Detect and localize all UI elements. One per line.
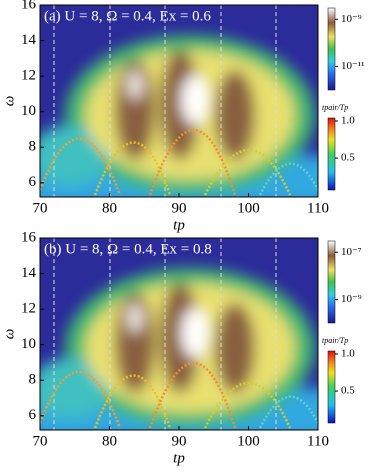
x-tick-label: 110 [307,433,329,449]
y-axis-label: ω [1,329,17,340]
x-tick-label: 90 [172,433,187,449]
y-tick-label: 16 [21,0,37,12]
y-axis-label: ω [1,96,17,107]
colorbar-tick-label: 1.0 [341,115,355,127]
colorbar [327,350,336,424]
x-tick-label: 80 [102,200,117,216]
y-tick-label: 10 [21,336,36,352]
y-tick-label: 8 [29,372,37,388]
colorbar [327,117,336,191]
y-tick-label: 8 [29,139,37,155]
x-tick-label: 80 [102,433,117,449]
colorbar-tick-label: 10⁻⁷ [341,246,362,258]
colorbar-label: tpair/Tp [322,103,348,112]
y-tick-label: 12 [21,68,36,84]
y-tick-label: 14 [21,32,37,48]
colorbar-tick-label: 1.0 [341,348,355,360]
y-tick-label: 6 [29,174,37,190]
colorbar-tick-label: 10⁻⁹ [341,13,362,25]
x-tick-label: 100 [237,433,260,449]
x-tick-label: 100 [237,200,260,216]
colorbar [327,240,336,324]
annotation: (a) U = 8, Ω = 0.4, Ex = 0.6 [44,8,211,24]
x-tick-label: 110 [307,200,329,216]
x-axis-label: tp [173,217,185,233]
y-tick-label: 6 [29,407,37,423]
colorbar-label: tpair/Tp [322,336,348,345]
panel-b [30,238,330,438]
colorbar-tick-label: 0.5 [341,152,355,164]
x-tick-label: 70 [33,433,48,449]
colorbar [327,7,336,91]
y-tick-label: 14 [21,265,37,281]
y-tick-label: 10 [21,103,36,119]
colorbar-tick-label: 0.5 [341,385,355,397]
x-tick-label: 70 [33,200,48,216]
x-axis-label: tp [173,450,185,466]
x-tick-label: 90 [172,200,187,216]
colorbar-tick-label: 10⁻⁹ [341,293,362,305]
annotation: (b) U = 8, Ω = 0.4, Ex = 0.8 [44,241,212,257]
y-tick-label: 12 [21,301,36,317]
panel-a [30,5,330,205]
y-tick-label: 16 [21,229,37,245]
colorbar-tick-label: 10⁻¹¹ [341,60,364,72]
